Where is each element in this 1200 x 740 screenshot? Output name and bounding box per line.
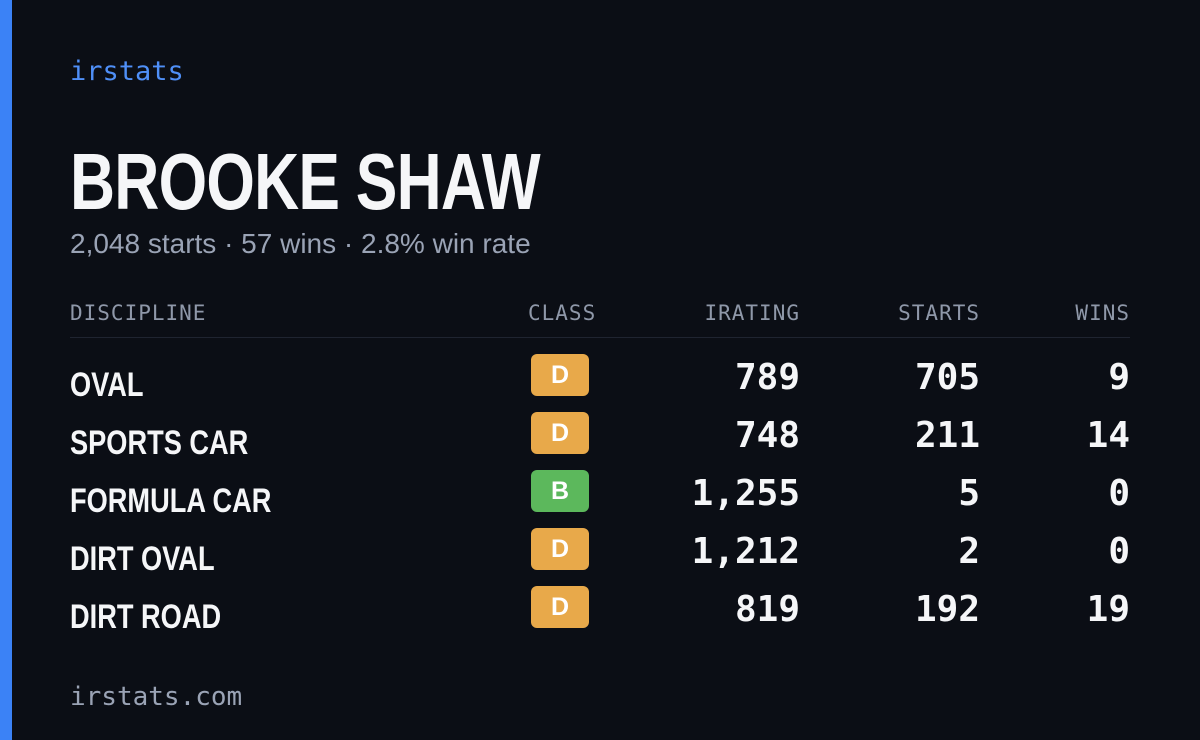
stat-value: 14 (1086, 415, 1130, 456)
stat-value: 192 (914, 589, 980, 630)
stat-value: 9 (1108, 357, 1130, 398)
discipline: FORMULA CAR (70, 482, 272, 520)
brand: irstats (70, 56, 184, 87)
stat-value: 19 (1086, 589, 1130, 630)
column-header: CLASS (528, 301, 597, 325)
stat-value: 5 (958, 473, 980, 514)
stat-value: 705 (914, 357, 980, 398)
header-rule (70, 337, 1130, 338)
stat-value: 1,212 (691, 531, 800, 572)
column-header: WINS (1075, 301, 1130, 325)
discipline: DIRT ROAD (70, 598, 222, 636)
class-badge: D (531, 412, 589, 454)
class-badge: D (531, 586, 589, 628)
stat-value: 0 (1108, 531, 1130, 572)
stat-value: 748 (734, 415, 800, 456)
column-header: DISCIPLINE (70, 301, 207, 325)
column-header: IRATING (704, 301, 800, 325)
stat-value: 789 (734, 357, 800, 398)
stat-value: 2 (958, 531, 980, 572)
summary: 2,048 starts · 57 wins · 2.8% win rate (70, 228, 531, 259)
stat-value: 211 (914, 415, 980, 456)
stat-value: 1,255 (691, 473, 800, 514)
driver-name: BROOKE SHAW (70, 137, 541, 226)
stat-value: 0 (1108, 473, 1130, 514)
discipline: OVAL (70, 366, 144, 404)
class-badge: D (531, 528, 589, 570)
stat-value: 819 (734, 589, 800, 630)
class-badge: B (531, 470, 589, 512)
class-badge: D (531, 354, 589, 396)
column-header: STARTS (898, 301, 980, 325)
accent-bar (0, 0, 12, 740)
discipline: SPORTS CAR (70, 424, 249, 462)
footer: irstats.com (70, 682, 243, 712)
discipline: DIRT OVAL (70, 540, 215, 578)
